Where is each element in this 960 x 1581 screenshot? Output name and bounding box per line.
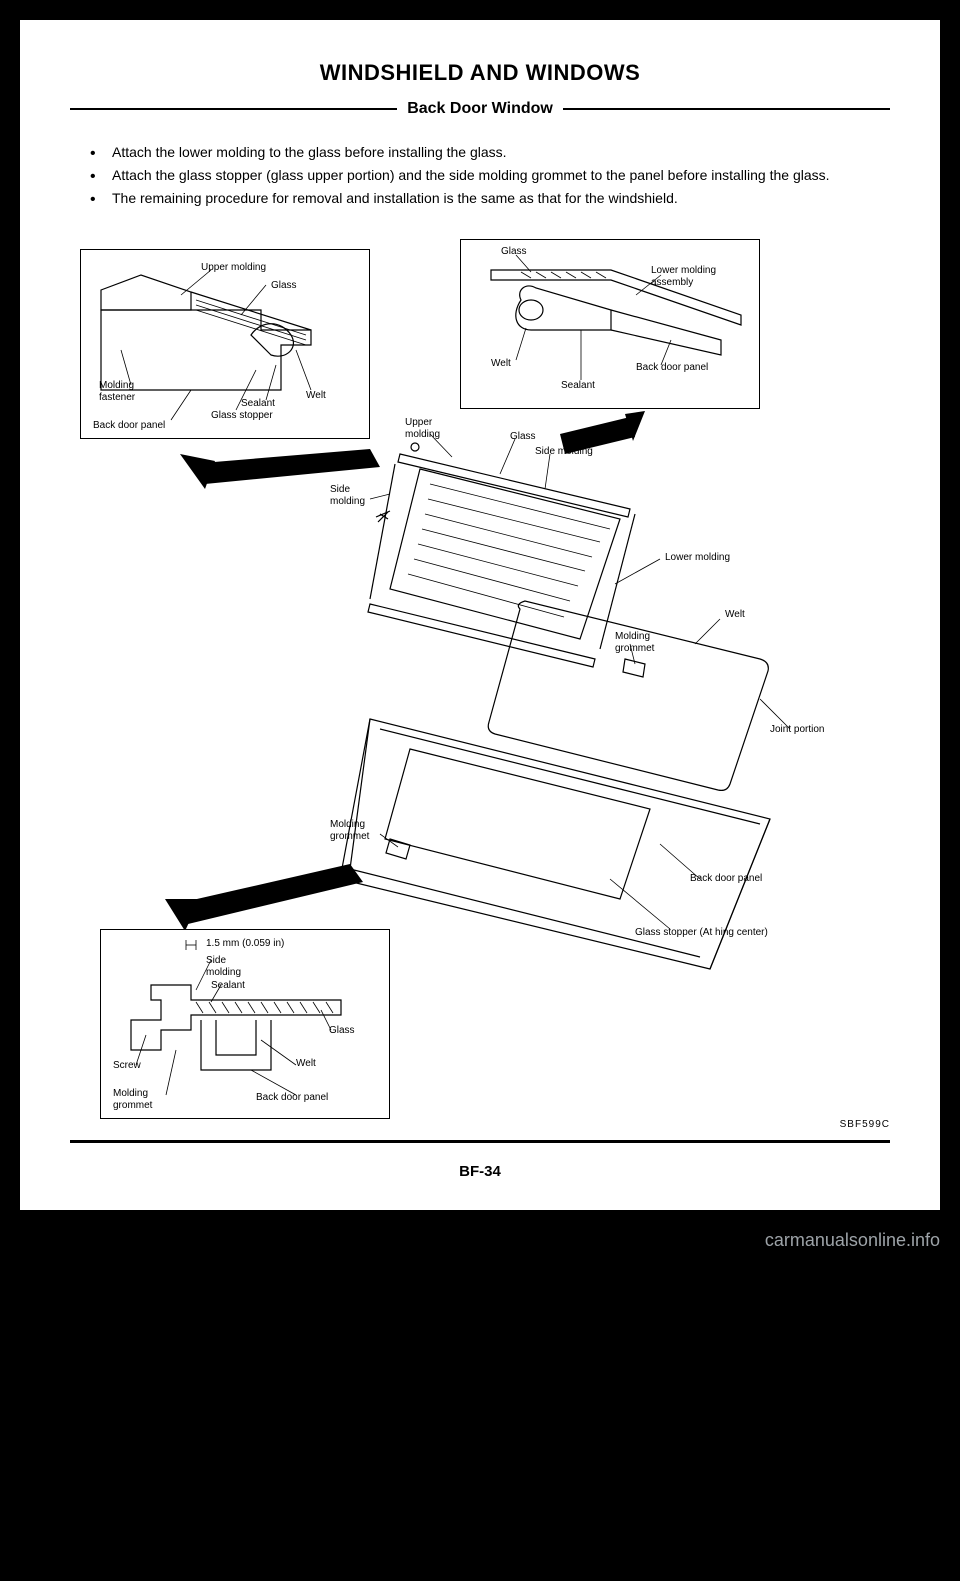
label-joint-portion: Joint portion [770, 724, 824, 736]
page-title: WINDSHIELD AND WINDOWS [70, 60, 890, 86]
bottom-rule [70, 1140, 890, 1143]
label-molding-grommet-2: Molding grommet [330, 819, 369, 843]
label-screw: Screw [113, 1060, 141, 1072]
page-number: BF-34 [70, 1163, 890, 1180]
inset-bottom-left: 1.5 mm (0.059 in) Side molding Sealant G… [100, 929, 390, 1119]
label-back-door-panel-3: Back door panel [690, 873, 762, 885]
rule-left [70, 108, 397, 110]
rule-right [563, 108, 890, 110]
label-welt-3: Welt [725, 609, 745, 621]
label-welt-4: Welt [296, 1058, 316, 1070]
label-glass-stopper-center: Glass stopper (At hing center) [635, 927, 768, 939]
subtitle-row: Back Door Window [70, 100, 890, 118]
subtitle: Back Door Window [397, 100, 563, 118]
label-sealant-3: Sealant [211, 980, 245, 992]
label-upper-molding-2: Uppermolding [405, 417, 440, 441]
bullet-item: Attach the lower molding to the glass be… [90, 142, 890, 163]
label-side-molding-2: Side molding [206, 955, 241, 979]
label-lower-molding: Lower molding [665, 552, 730, 564]
bullet-item: The remaining procedure for removal and … [90, 188, 890, 209]
label-back-door-panel-4: Back door panel [256, 1092, 328, 1104]
label-dimension: 1.5 mm (0.059 in) [206, 938, 284, 950]
bullet-item: Attach the glass stopper (glass upper po… [90, 165, 890, 186]
watermark: carmanualsonline.info [10, 1230, 950, 1251]
manual-page: WINDSHIELD AND WINDOWS Back Door Window … [20, 20, 940, 1210]
diagram-area: Upper molding Glass Molding fastener Wel… [70, 239, 890, 1129]
label-side-molding-inline: Side molding [535, 446, 593, 458]
label-glass-3: Glass [510, 431, 536, 443]
label-glass-4: Glass [329, 1025, 355, 1037]
label-side-molding: Side molding [330, 484, 365, 508]
label-molding-grommet-3: Molding grommet [113, 1088, 152, 1112]
instruction-list: Attach the lower molding to the glass be… [70, 142, 890, 209]
label-molding-grommet: Molding grommet [615, 631, 654, 655]
